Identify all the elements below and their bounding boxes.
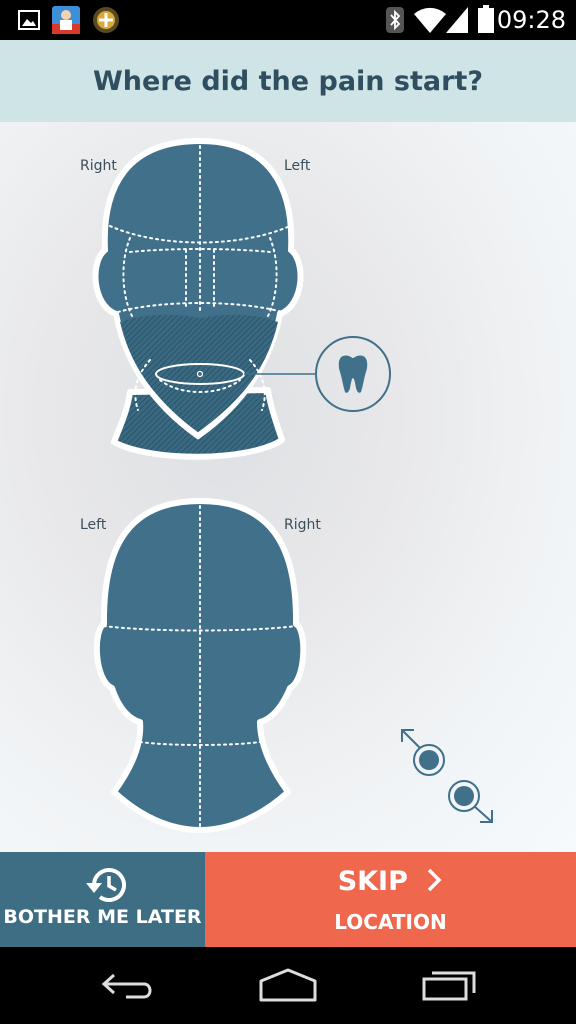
front-left-label: Left [284, 158, 311, 174]
bother-me-later-label: BOTHER ME LATER [3, 906, 202, 928]
back-left-label: Left [80, 517, 107, 533]
wifi-icon [414, 7, 446, 33]
battery-icon [478, 5, 494, 33]
footer: BOTHER ME LATER SKIP LOCATION [0, 852, 576, 947]
home-icon[interactable] [258, 967, 318, 1003]
front-head-diagram[interactable] [0, 122, 576, 482]
mouth-center-dot [196, 370, 204, 378]
resize-arrows-icon[interactable] [396, 724, 500, 828]
recents-icon[interactable] [420, 967, 480, 1003]
back-head-diagram[interactable] [0, 482, 576, 852]
status-time: 09:28 [496, 6, 566, 34]
front-right-label: Right [80, 158, 117, 174]
navigation-bar [0, 947, 576, 1024]
chevron-right-icon [428, 868, 442, 892]
app-icon [52, 6, 80, 34]
bother-me-later-button[interactable]: BOTHER ME LATER [0, 852, 205, 947]
skip-label: SKIP [205, 866, 576, 897]
gallery-icon [18, 10, 40, 30]
signal-icon [446, 7, 468, 33]
skip-location-label: LOCATION [334, 910, 447, 934]
head-map-area: Right Left [0, 122, 576, 852]
back-head-region[interactable] [93, 498, 307, 833]
history-icon [86, 868, 126, 902]
bluetooth-icon [386, 7, 404, 33]
page-header: Where did the pain start? [0, 40, 576, 122]
front-jaw-region[interactable] [120, 314, 278, 432]
skip-location-button[interactable]: SKIP LOCATION [205, 852, 576, 947]
back-icon[interactable] [100, 967, 156, 1003]
status-bar: 09:28 [0, 0, 576, 40]
page-title: Where did the pain start? [93, 65, 483, 97]
tooth-icon[interactable] [315, 336, 391, 412]
back-right-label: Right [284, 517, 321, 533]
location-badge-icon [93, 7, 119, 33]
